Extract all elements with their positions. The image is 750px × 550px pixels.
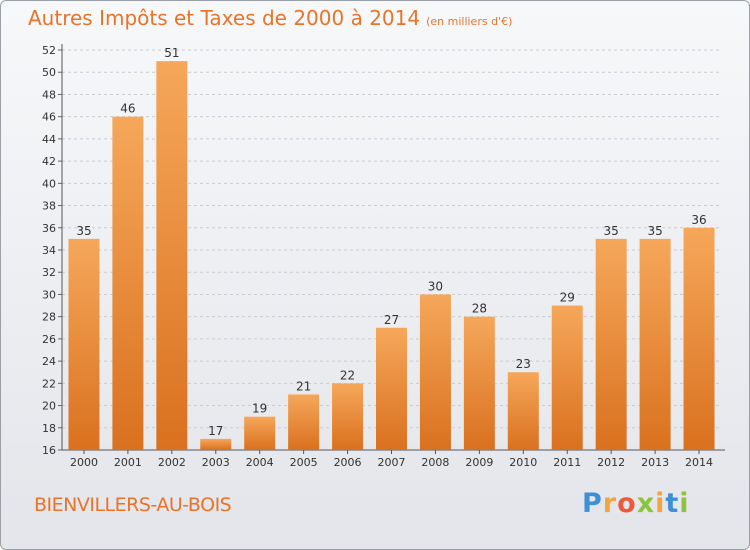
y-tick-label: 32 [42,266,56,279]
y-tick-label: 40 [42,177,56,190]
y-tick-label: 28 [42,311,56,324]
y-tick-label: 44 [42,133,56,146]
data-label: 23 [516,357,531,371]
y-tick-label: 34 [42,244,56,257]
chart-title: Autres Impôts et Taxes de 2000 à 2014 (en… [28,6,512,30]
y-tick-label: 18 [42,422,56,435]
y-tick-label: 26 [42,333,56,346]
bar [376,327,407,450]
y-tick-label: 24 [42,355,56,368]
x-tick-label: 2002 [158,456,186,469]
x-tick-label: 2008 [421,456,449,469]
x-tick-label: 2013 [641,456,669,469]
bar [200,438,232,450]
y-tick-label: 20 [42,400,56,413]
bar [332,383,364,450]
x-tick-label: 2007 [378,456,406,469]
data-label: 36 [691,213,706,227]
bar [112,116,144,451]
bar [419,294,451,450]
bar [551,305,583,450]
bar [68,238,100,450]
bar [156,61,188,450]
logo-letter: P [582,488,603,519]
title-text: Autres Impôts et Taxes de 2000 à 2014 [28,6,421,30]
x-tick-label: 2010 [509,456,537,469]
logo-letter: t [665,488,680,519]
y-tick-label: 46 [42,111,56,124]
x-tick-label: 2004 [246,456,274,469]
bar [639,238,671,450]
data-label: 30 [428,279,443,293]
y-tick-label: 48 [42,88,56,101]
data-label: 29 [560,291,575,305]
x-tick-label: 2009 [465,456,493,469]
x-tick-label: 2001 [114,456,142,469]
x-tick-label: 2011 [553,456,581,469]
y-tick-label: 50 [42,66,56,79]
x-tick-label: 2012 [597,456,625,469]
logo-letter: i [655,488,666,519]
y-tick-label: 42 [42,155,56,168]
x-tick-label: 2005 [290,456,318,469]
data-label: 51 [164,46,179,60]
bar [244,416,276,450]
y-tick-label: 16 [42,444,56,457]
logo-letter: x [636,488,656,519]
logo-letter: i [679,488,690,519]
y-tick-label: 52 [42,44,56,57]
data-label: 35 [604,224,619,238]
bar [683,227,715,450]
data-label: 19 [252,402,267,416]
data-label: 17 [208,424,223,438]
x-tick-label: 2000 [70,456,98,469]
data-label: 35 [647,224,662,238]
x-tick-label: 2014 [685,456,713,469]
town-name: BIENVILLERS-AU-BOIS [34,494,232,516]
y-tick-label: 22 [42,377,56,390]
y-tick-label: 30 [42,288,56,301]
proxiti-logo: Proxiti [582,488,690,519]
x-tick-label: 2003 [202,456,230,469]
data-label: 21 [296,379,311,393]
logo-letter: r [602,488,618,519]
data-label: 46 [120,102,135,116]
unit-label: (en milliers d'€) [426,15,513,28]
logo-letter: o [617,488,637,519]
y-tick-label: 36 [42,222,56,235]
x-tick-label: 2006 [334,456,362,469]
bar [463,316,495,450]
bar [288,394,320,450]
bar [595,238,627,450]
y-tick-label: 38 [42,200,56,213]
data-label: 22 [340,368,355,382]
data-label: 35 [76,224,91,238]
bar [507,372,539,450]
data-label: 28 [472,302,487,316]
data-label: 27 [384,313,399,327]
